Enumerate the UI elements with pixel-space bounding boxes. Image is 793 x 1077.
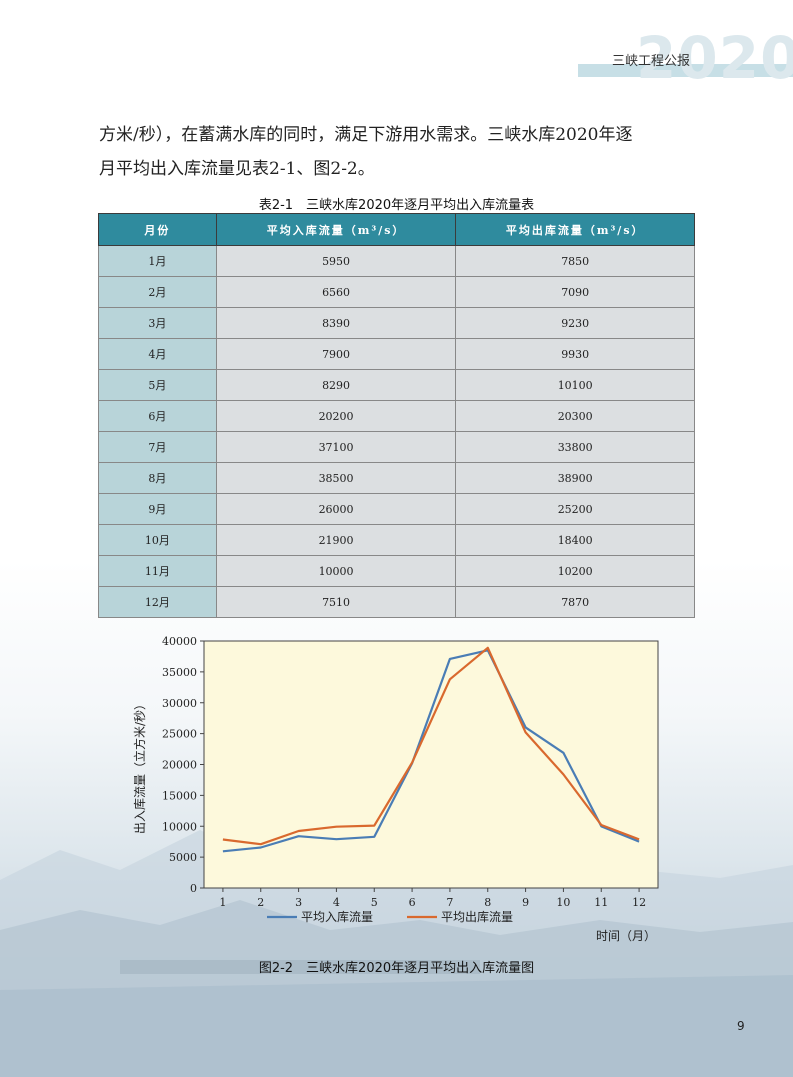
cell-outflow: 9230 xyxy=(455,307,695,339)
header-accent-bar xyxy=(578,64,793,77)
x-tick-label: 6 xyxy=(409,896,416,909)
x-tick-label: 3 xyxy=(295,896,302,909)
y-tick-label: 5000 xyxy=(169,851,197,864)
table-row: 3月 8390 9230 xyxy=(98,307,695,339)
table-row: 12月 7510 7870 xyxy=(98,586,695,618)
table-row: 2月 6560 7090 xyxy=(98,276,695,308)
cell-inflow: 10000 xyxy=(215,555,457,587)
y-tick-label: 0 xyxy=(190,882,197,895)
table-row: 6月 20200 20300 xyxy=(98,400,695,432)
cell-inflow: 26000 xyxy=(215,493,457,525)
flow-table-container: 月份 平均入库流量（m³/s） 平均出库流量（m³/s） 1月 5950 7850 2… xyxy=(98,213,695,618)
legend-label: 平均出库流量 xyxy=(441,909,513,924)
table-caption: 表2-1 三峡水库2020年逐月平均出入库流量表 xyxy=(258,198,535,213)
flow-line-chart: 0 5000 10000 15000 20000 25000 30000 35000 40000… xyxy=(132,635,659,943)
cell-inflow: 8290 xyxy=(215,369,457,401)
x-tick-label: 2 xyxy=(257,896,264,909)
cell-inflow: 8390 xyxy=(215,307,457,339)
series-line-inflow xyxy=(222,649,640,853)
chart-layer: 0 5000 10000 15000 20000 25000 30000 35000 40000… xyxy=(162,635,659,924)
header-inflow: 平均入库流量（m³/s） xyxy=(215,213,457,246)
table-row: 7月 37100 33800 xyxy=(98,431,695,463)
y-tick-label: 10000 xyxy=(162,820,197,833)
cell-month: 12月 xyxy=(98,586,217,618)
series-line-outflow xyxy=(222,646,640,846)
cell-month: 4月 xyxy=(98,338,217,370)
table-body: 1月 5950 7850 2月 6560 7090 3月 8390 9230 4月 7900 9930… xyxy=(98,245,695,618)
cell-outflow: 7870 xyxy=(455,586,695,618)
table-row: 11月 10000 10200 xyxy=(98,555,695,587)
background-mountains xyxy=(0,830,793,1077)
figure-caption: 图2-2 三峡水库2020年逐月平均出入库流量图 xyxy=(258,961,535,976)
page-number: 9 xyxy=(737,1019,745,1033)
cell-inflow: 37100 xyxy=(215,431,457,463)
flow-table: 月份 平均入库流量（m³/s） 平均出库流量（m³/s） 1月 5950 7850 2… xyxy=(98,213,695,618)
table-header-row: 月份 平均入库流量（m³/s） 平均出库流量（m³/s） xyxy=(98,213,695,246)
cell-inflow: 6560 xyxy=(215,276,457,308)
plot-area xyxy=(203,640,659,889)
y-tick-label: 25000 xyxy=(162,728,197,741)
cell-outflow: 20300 xyxy=(455,400,695,432)
table-row: 1月 5950 7850 xyxy=(98,245,695,277)
y-tick-label: 35000 xyxy=(162,666,197,679)
cell-month: 2月 xyxy=(98,276,217,308)
cell-inflow: 20200 xyxy=(215,400,457,432)
cell-month: 3月 xyxy=(98,307,217,339)
cell-month: 5月 xyxy=(98,369,217,401)
header-year-watermark: 2020 xyxy=(636,24,793,92)
x-axis-label: 时间（月） xyxy=(596,929,656,943)
y-axis-label: 出入库流量（立方米/秒） xyxy=(132,698,147,834)
header-outflow: 平均出库流量（m³/s） xyxy=(455,213,695,246)
cell-inflow: 7510 xyxy=(215,586,457,618)
header-month: 月份 xyxy=(98,213,217,246)
cell-outflow: 9930 xyxy=(455,338,695,370)
x-tick-label: 7 xyxy=(446,896,453,909)
legend-label: 平均入库流量 xyxy=(301,909,373,924)
cell-outflow: 18400 xyxy=(455,524,695,556)
x-tick-label: 8 xyxy=(484,896,491,909)
cell-inflow: 5950 xyxy=(215,245,457,277)
x-tick-label: 12 xyxy=(632,896,646,909)
cell-inflow: 7900 xyxy=(215,338,457,370)
y-tick-label: 15000 xyxy=(162,789,197,802)
cell-month: 9月 xyxy=(98,493,217,525)
table-row: 5月 8290 10100 xyxy=(98,369,695,401)
x-tick-label: 10 xyxy=(556,896,570,909)
y-tick-label: 30000 xyxy=(162,697,197,710)
paragraph-line-1: 方米/秒），在蓄满水库的同时，满足下游用水需求。三峡水库2020年逐 xyxy=(99,125,633,145)
y-tick-label: 20000 xyxy=(162,759,197,772)
cell-outflow: 7090 xyxy=(455,276,695,308)
paragraph-line-2: 月平均出入库流量见表2-1、图2-2。 xyxy=(99,159,375,179)
y-tick-label: 40000 xyxy=(162,635,197,648)
x-tick-label: 5 xyxy=(371,896,378,909)
cell-outflow: 33800 xyxy=(455,431,695,463)
x-tick-label: 1 xyxy=(219,896,226,909)
x-tick-label: 4 xyxy=(333,896,340,909)
x-tick-label: 9 xyxy=(522,896,529,909)
cell-outflow: 10100 xyxy=(455,369,695,401)
cell-inflow: 38500 xyxy=(215,462,457,494)
cell-month: 6月 xyxy=(98,400,217,432)
body-paragraph: 方米/秒），在蓄满水库的同时，满足下游用水需求。三峡水库2020年逐 月平均出入… xyxy=(99,118,699,186)
table-row: 10月 21900 18400 xyxy=(98,524,695,556)
cell-month: 11月 xyxy=(98,555,217,587)
cell-month: 7月 xyxy=(98,431,217,463)
x-tick-label: 11 xyxy=(594,896,608,909)
table-row: 9月 26000 25200 xyxy=(98,493,695,525)
cell-inflow: 21900 xyxy=(215,524,457,556)
cell-month: 1月 xyxy=(98,245,217,277)
cell-month: 8月 xyxy=(98,462,217,494)
cell-outflow: 25200 xyxy=(455,493,695,525)
cell-outflow: 7850 xyxy=(455,245,695,277)
table-row: 4月 7900 9930 xyxy=(98,338,695,370)
cell-outflow: 10200 xyxy=(455,555,695,587)
cell-month: 10月 xyxy=(98,524,217,556)
cell-outflow: 38900 xyxy=(455,462,695,494)
header-title: 三峡工程公报 xyxy=(612,54,691,69)
table-row: 8月 38500 38900 xyxy=(98,462,695,494)
